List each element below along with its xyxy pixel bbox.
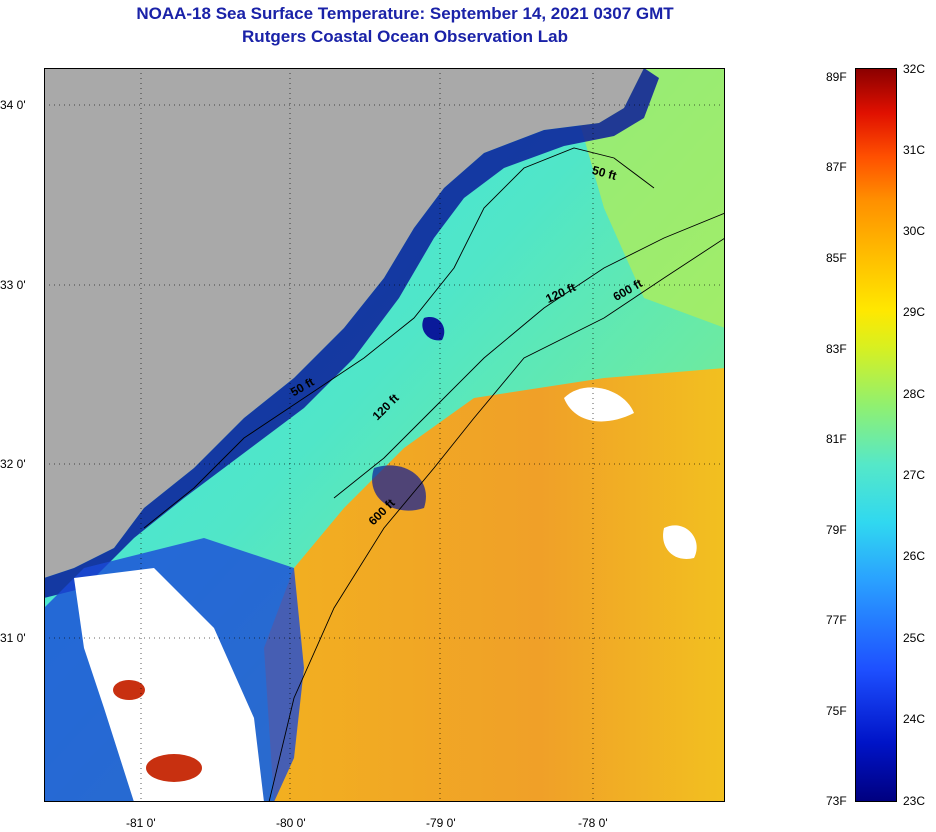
colorbar-f-label: 77F [826, 613, 847, 627]
colorbar-c-label: 24C [903, 712, 926, 726]
colorbar-c-label: 25C [903, 631, 926, 645]
contour-50ft [143, 147, 655, 529]
depth-contours [143, 147, 725, 802]
colorbar-c-label: 27C [903, 468, 926, 482]
map-subtitle: Rutgers Coastal Ocean Observation Lab [242, 27, 568, 46]
sst-map [44, 68, 725, 802]
colorbar-c-label: 23C [903, 794, 926, 808]
warm-spot [146, 754, 202, 782]
lat-label: 32 0' [0, 457, 26, 471]
lon-label: -79 0' [426, 816, 456, 830]
temperature-colorbar [855, 68, 897, 802]
colorbar-f-label: 75F [826, 704, 847, 718]
lat-label: 31 0' [0, 631, 26, 645]
colorbar-c-label: 26C [903, 549, 926, 563]
colorbar-c-label: 30C [903, 224, 926, 238]
cold-coastal-band [44, 68, 659, 598]
colorbar-f-label: 73F [826, 794, 847, 808]
contour-120ft [333, 212, 725, 499]
colorbar-c-label: 32C [903, 62, 926, 76]
lon-label: -80 0' [276, 816, 306, 830]
contour-600ft [268, 237, 725, 802]
cloud-patch [564, 387, 634, 422]
colorbar-f-label: 89F [826, 70, 847, 84]
colorbar-c-label: 31C [903, 143, 926, 157]
colorbar-f-label: 79F [826, 523, 847, 537]
warm-spot [113, 680, 145, 700]
graticule [44, 68, 725, 802]
cloud-patch [422, 317, 445, 341]
colorbar-f-label: 87F [826, 160, 847, 174]
colorbar-f-label: 85F [826, 251, 847, 265]
colorbar-c-label: 29C [903, 305, 926, 319]
land-area [44, 68, 644, 578]
colorbar-f-label: 83F [826, 342, 847, 356]
lon-label: -81 0' [126, 816, 156, 830]
lat-label: 34 0' [0, 98, 26, 112]
map-frame [44, 68, 725, 802]
map-title: NOAA-18 Sea Surface Temperature: Septemb… [136, 4, 674, 23]
cloud-patch [663, 525, 697, 559]
cloud-patch [372, 465, 426, 511]
lat-label: 33 0' [0, 278, 26, 292]
cloud-cover [74, 568, 264, 802]
colorbar-f-label: 81F [826, 432, 847, 446]
colorbar-c-label: 28C [903, 387, 926, 401]
lon-label: -78 0' [578, 816, 608, 830]
